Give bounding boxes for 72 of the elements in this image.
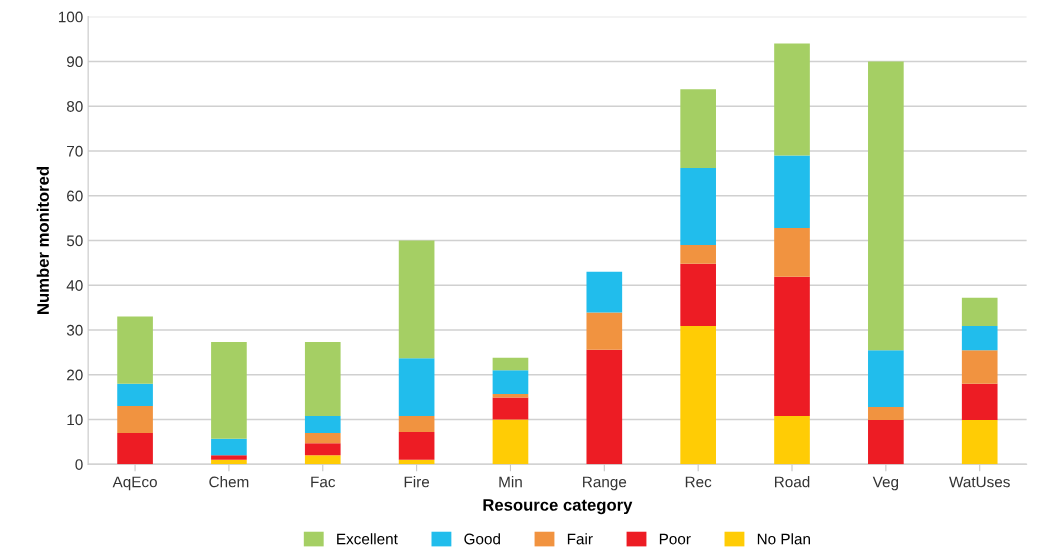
x-tick-label: Veg [872,476,899,491]
legend-label: Excellent [337,533,398,545]
bar [774,43,810,156]
x-tick-label: Fire [404,476,430,488]
x-tick-label: Rec [685,476,712,488]
bar [492,357,529,371]
bar [211,459,247,465]
bar [680,244,716,264]
x-tick-label: Road [775,476,810,488]
bar [961,383,998,420]
bar [774,276,810,416]
bar [492,393,529,398]
bar [304,342,341,416]
x-tick-label: Chem [209,476,249,488]
bar [117,406,153,433]
bar [211,438,247,456]
x-tick-label: Range [583,476,627,491]
bar [680,263,716,326]
y-tick-label: 50 [66,235,83,247]
bar [868,350,904,407]
y-tick-label: 30 [66,324,83,336]
bar [211,342,247,439]
bar [586,349,623,465]
x-tick-label: WatUses [949,476,1010,488]
x-axis-title: Resource category [483,499,633,515]
bar [868,419,904,465]
y-tick-label: 20 [67,369,83,381]
bar [304,432,341,444]
bar [961,419,998,465]
bar [868,61,904,351]
bar [304,455,341,465]
legend-label: Good [464,533,500,545]
y-tick-label: 10 [67,414,83,426]
bar [492,370,529,394]
bar [961,325,998,351]
legend-label: Poor [659,533,691,545]
bar [774,155,810,228]
bar [680,89,716,168]
bar [774,227,810,277]
y-axis-title: Number monitored [36,167,49,314]
bar [774,415,810,465]
y-tick-label: 40 [66,280,83,291]
x-tick-label: Min [499,476,522,488]
bar [961,297,998,326]
bar [117,383,153,407]
legend-label: No Plan [757,533,810,545]
y-tick-label: 70 [67,145,83,157]
bar [680,325,716,465]
bar [961,350,998,384]
y-tick-label: 60 [67,190,83,202]
bar [586,312,623,350]
bar [398,240,435,359]
bar [492,419,529,465]
bar [398,432,435,460]
bar [211,455,247,460]
y-tick-label: 0 [75,459,83,470]
bar [398,415,435,433]
bar [680,167,716,245]
legend-label: Fair [567,533,593,545]
x-tick-label: Fac [311,476,336,488]
bar [586,271,623,313]
bar [304,415,341,433]
x-tick-label: AqEco [112,476,157,491]
bar [868,406,904,420]
bar [398,358,435,416]
y-tick-label: 100 [58,11,83,23]
bar [117,316,153,384]
y-tick-label: 80 [66,101,83,112]
bar [492,397,529,420]
bar [304,443,341,456]
y-tick-label: 90 [67,56,83,68]
bar [117,432,153,465]
